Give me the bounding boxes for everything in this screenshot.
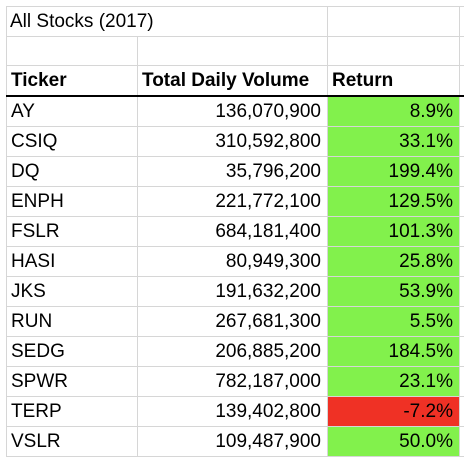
empty-cell[interactable] bbox=[459, 126, 464, 157]
return-cell[interactable]: 25.8% bbox=[327, 246, 460, 277]
empty-cell[interactable] bbox=[459, 216, 464, 247]
ticker-cell[interactable]: SPWR bbox=[6, 366, 138, 397]
empty-cell[interactable] bbox=[459, 426, 464, 457]
ticker-cell[interactable]: DQ bbox=[6, 156, 138, 187]
blank-row bbox=[6, 36, 464, 66]
table-row: AY 136,070,900 8.9% bbox=[6, 95, 464, 127]
empty-cell[interactable] bbox=[6, 36, 138, 66]
volume-cell[interactable]: 191,632,200 bbox=[137, 276, 328, 307]
table-row: HASI 80,949,300 25.8% bbox=[6, 246, 464, 277]
table-row: DQ 35,796,200 199.4% bbox=[6, 156, 464, 187]
sheet-title-cell[interactable]: All Stocks (2017) bbox=[6, 6, 328, 37]
empty-cell[interactable] bbox=[459, 65, 464, 97]
volume-cell[interactable]: 782,187,000 bbox=[137, 366, 328, 397]
empty-cell[interactable] bbox=[459, 156, 464, 187]
empty-cell[interactable] bbox=[327, 6, 460, 37]
return-cell[interactable]: 8.9% bbox=[327, 95, 460, 127]
volume-cell[interactable]: 221,772,100 bbox=[137, 186, 328, 217]
ticker-cell[interactable]: HASI bbox=[6, 246, 138, 277]
table-row: SPWR 782,187,000 23.1% bbox=[6, 366, 464, 397]
ticker-cell[interactable]: RUN bbox=[6, 306, 138, 337]
empty-cell[interactable] bbox=[459, 366, 464, 397]
return-cell[interactable]: 53.9% bbox=[327, 276, 460, 307]
ticker-header-cell[interactable]: Ticker bbox=[6, 65, 138, 97]
volume-cell[interactable]: 136,070,900 bbox=[137, 95, 328, 127]
return-cell[interactable]: 50.0% bbox=[327, 426, 460, 457]
empty-cell[interactable] bbox=[459, 186, 464, 217]
empty-cell[interactable] bbox=[459, 336, 464, 367]
ticker-cell[interactable]: VSLR bbox=[6, 426, 138, 457]
header-row: Ticker Total Daily Volume Return bbox=[6, 65, 464, 97]
volume-cell[interactable]: 267,681,300 bbox=[137, 306, 328, 337]
return-cell[interactable]: -7.2% bbox=[327, 396, 460, 427]
ticker-cell[interactable]: JKS bbox=[6, 276, 138, 307]
table-row: TERP 139,402,800 -7.2% bbox=[6, 396, 464, 427]
volume-cell[interactable]: 206,885,200 bbox=[137, 336, 328, 367]
empty-cell[interactable] bbox=[459, 6, 464, 37]
stocks-table: All Stocks (2017) Ticker Total Daily Vol… bbox=[6, 6, 464, 457]
volume-cell[interactable]: 109,487,900 bbox=[137, 426, 328, 457]
ticker-cell[interactable]: AY bbox=[6, 95, 138, 127]
return-cell[interactable]: 101.3% bbox=[327, 216, 460, 247]
ticker-cell[interactable]: CSIQ bbox=[6, 126, 138, 157]
empty-cell[interactable] bbox=[459, 36, 464, 66]
table-row: CSIQ 310,592,800 33.1% bbox=[6, 126, 464, 157]
volume-cell[interactable]: 310,592,800 bbox=[137, 126, 328, 157]
ticker-cell[interactable]: TERP bbox=[6, 396, 138, 427]
volume-cell[interactable]: 80,949,300 bbox=[137, 246, 328, 277]
empty-cell[interactable] bbox=[459, 276, 464, 307]
return-cell[interactable]: 23.1% bbox=[327, 366, 460, 397]
return-header-cell[interactable]: Return bbox=[327, 65, 460, 97]
ticker-cell[interactable]: ENPH bbox=[6, 186, 138, 217]
table-row: FSLR 684,181,400 101.3% bbox=[6, 216, 464, 247]
empty-cell[interactable] bbox=[459, 246, 464, 277]
table-row: RUN 267,681,300 5.5% bbox=[6, 306, 464, 337]
return-cell[interactable]: 5.5% bbox=[327, 306, 460, 337]
volume-cell[interactable]: 684,181,400 bbox=[137, 216, 328, 247]
volume-cell[interactable]: 139,402,800 bbox=[137, 396, 328, 427]
return-cell[interactable]: 184.5% bbox=[327, 336, 460, 367]
empty-cell[interactable] bbox=[459, 306, 464, 337]
ticker-cell[interactable]: FSLR bbox=[6, 216, 138, 247]
empty-cell[interactable] bbox=[137, 36, 328, 66]
volume-header-cell[interactable]: Total Daily Volume bbox=[137, 65, 328, 97]
empty-cell[interactable] bbox=[327, 36, 460, 66]
empty-cell[interactable] bbox=[459, 396, 464, 427]
return-cell[interactable]: 129.5% bbox=[327, 186, 460, 217]
table-row: JKS 191,632,200 53.9% bbox=[6, 276, 464, 307]
title-row: All Stocks (2017) bbox=[6, 6, 464, 37]
table-row: SEDG 206,885,200 184.5% bbox=[6, 336, 464, 367]
empty-cell[interactable] bbox=[459, 95, 464, 127]
volume-cell[interactable]: 35,796,200 bbox=[137, 156, 328, 187]
return-cell[interactable]: 199.4% bbox=[327, 156, 460, 187]
table-row: ENPH 221,772,100 129.5% bbox=[6, 186, 464, 217]
return-cell[interactable]: 33.1% bbox=[327, 126, 460, 157]
table-row: VSLR 109,487,900 50.0% bbox=[6, 426, 464, 457]
ticker-cell[interactable]: SEDG bbox=[6, 336, 138, 367]
